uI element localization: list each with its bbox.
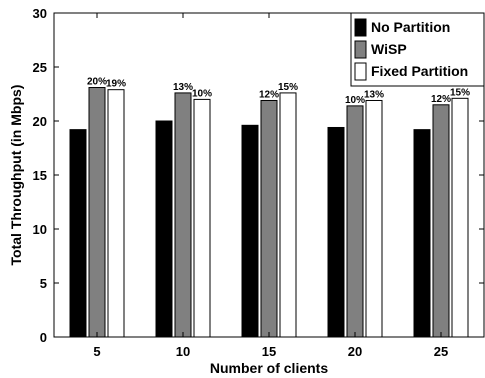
bar-no-partition-5: [69, 129, 87, 338]
bar-fixed-partition-5: [107, 89, 125, 338]
bar-wisp-25: [432, 104, 450, 338]
y-tick-label: 15: [33, 168, 47, 183]
data-label: 10%: [192, 88, 212, 99]
y-axis: 0 5 10 15 20 25 30: [33, 6, 484, 345]
x-tick-label: 25: [434, 344, 448, 359]
y-tick-label: 25: [33, 60, 47, 75]
bar-fixed-partition-15: [279, 92, 297, 338]
bar-wisp-5: [88, 87, 106, 338]
bar-no-partition-20: [327, 126, 345, 338]
x-tick-label: 5: [93, 344, 100, 359]
y-tick-label: 20: [33, 114, 47, 129]
data-label: 15%: [450, 87, 470, 98]
data-label: 12%: [259, 89, 279, 100]
data-label: 13%: [173, 82, 193, 93]
legend-swatch-no-partition: [354, 18, 367, 37]
y-tick-label: 10: [33, 222, 47, 237]
bar-no-partition-10: [155, 120, 173, 338]
bar-wisp-10: [174, 92, 192, 338]
y-tick-label: 5: [40, 276, 47, 291]
data-label: 12%: [431, 94, 451, 105]
data-labels-layer: 20% 13% 12% 10% 12% 19% 10% 15% 13% 15%: [87, 77, 470, 106]
y-axis-title: Total Throughput (in Mbps): [8, 85, 24, 266]
legend-label-wisp: WiSP: [371, 41, 407, 57]
bars-layer: [69, 87, 469, 338]
legend-swatch-wisp: [354, 40, 367, 59]
bar-wisp-15: [260, 99, 278, 338]
bar-no-partition-25: [413, 129, 431, 338]
x-tick-label: 15: [262, 344, 276, 359]
data-label: 13%: [364, 89, 384, 100]
legend: No Partition WiSP Fixed Partition: [350, 12, 485, 87]
y-tick-label: 30: [33, 6, 47, 21]
bar-fixed-partition-20: [365, 99, 383, 338]
legend-label-no-partition: No Partition: [371, 19, 450, 35]
bar-fixed-partition-25: [451, 97, 469, 338]
x-tick-label: 10: [176, 344, 190, 359]
legend-box: [350, 12, 485, 87]
bar-fixed-partition-10: [193, 98, 211, 338]
data-label: 20%: [87, 77, 107, 88]
data-label: 19%: [106, 79, 126, 90]
bar-no-partition-15: [241, 124, 259, 338]
data-label: 15%: [278, 82, 298, 93]
legend-swatch-fixed-partition: [354, 62, 367, 81]
y-tick-label: 0: [40, 330, 47, 345]
bar-wisp-20: [346, 105, 364, 338]
data-label: 10%: [345, 95, 365, 106]
x-tick-label: 20: [348, 344, 362, 359]
x-axis-title: Number of clients: [210, 360, 328, 376]
legend-label-fixed-partition: Fixed Partition: [371, 63, 468, 79]
